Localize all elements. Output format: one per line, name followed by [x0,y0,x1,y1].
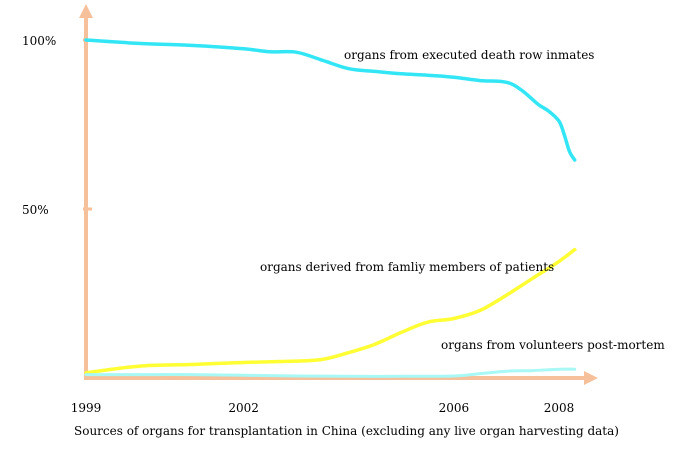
executed-inmates-label: organs from executed death row inmates [344,48,594,62]
y-tick-labels: 100% 50% [22,34,56,217]
x-axis [84,371,598,385]
chart-caption: Sources of organs for transplantation in… [74,424,619,438]
x-tick-labels: 1999 2002 2006 2008 [71,401,575,415]
x-tick-label: 1999 [71,401,102,415]
volunteers-line [84,367,577,378]
x-tick-label: 2002 [228,401,259,415]
x-tick-label: 2008 [544,401,575,415]
y-axis [79,4,93,380]
series-lines [84,38,577,378]
executed-inmates-line [84,38,577,162]
family-members-line [84,247,577,375]
x-tick-label: 2006 [439,401,470,415]
family-members-label: organs derived from famliy members of pa… [260,260,554,274]
y-tick-label: 50% [22,203,49,217]
y-axis-arrowhead [79,4,93,18]
y-tick-label: 100% [22,34,56,48]
series-labels: organs from executed death row inmates or… [260,48,665,352]
x-axis-arrowhead [584,371,598,385]
volunteers-label: organs from volunteers post-mortem [441,338,665,352]
